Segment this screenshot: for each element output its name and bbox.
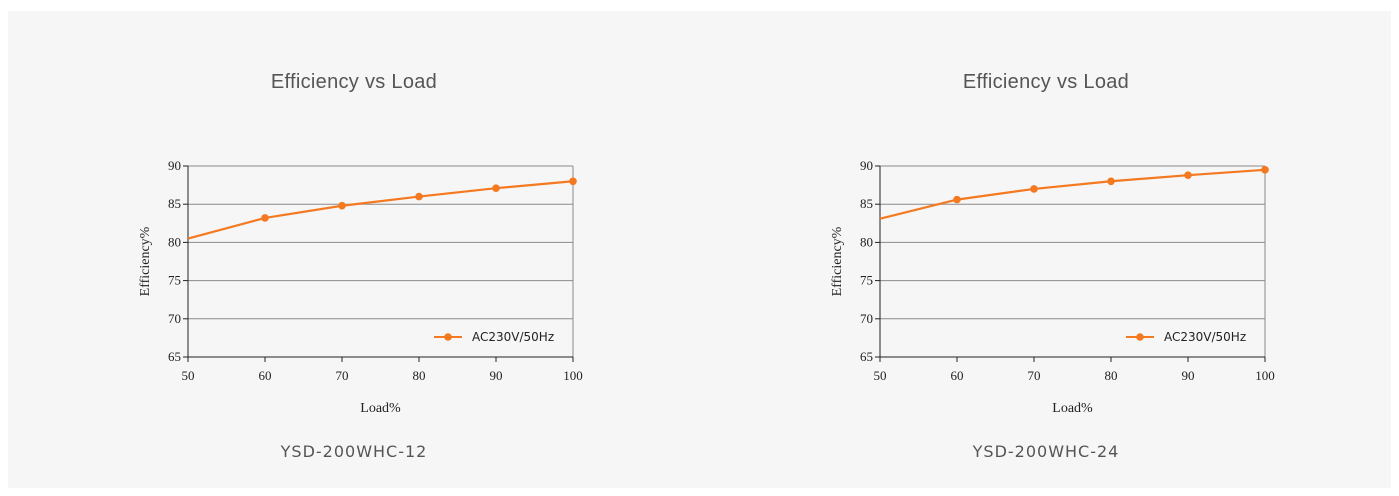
model-label: YSD-200WHC-24	[972, 442, 1120, 461]
y-tick-label: 80	[860, 234, 873, 249]
x-tick-label: 50	[874, 368, 887, 383]
y-tick-label: 70	[860, 311, 873, 326]
data-point	[1030, 185, 1038, 193]
chart-title: Efficiency vs Load	[962, 71, 1130, 93]
series-line	[187, 180, 574, 240]
efficiency-line-chart: 65 70 75 80 85 90 50 60 70 80 90 100 Load% Efficiency…	[138, 158, 583, 416]
x-tick-label: 100	[1255, 368, 1275, 383]
efficiency-line-chart: 65 70 75 80 85 90 50 60 70 80 90 100 Load% Efficiency…	[830, 158, 1275, 416]
chart-title: Efficiency vs Load	[270, 71, 438, 93]
data-point	[338, 201, 346, 210]
efficiency-chart-card-12: Efficiency vs Load 65 70 75 80 85 90 50 60 70 80 9…	[8, 11, 700, 488]
legend-marker	[444, 333, 452, 341]
x-tick-label: 80	[413, 368, 426, 383]
series-line	[879, 168, 1266, 220]
y-tick-label: 90	[168, 158, 181, 173]
x-tick-label: 100	[563, 368, 583, 383]
data-point	[953, 195, 961, 204]
y-tick-label: 80	[168, 234, 181, 249]
y-tick-label: 90	[860, 158, 873, 173]
x-tick-label: 60	[951, 368, 964, 383]
data-point	[1107, 177, 1115, 186]
data-point	[1261, 166, 1269, 174]
charts-panel: Efficiency vs Load 65 70 75 80 85 90 50 60 70 80 9…	[8, 11, 1391, 488]
x-axis-label: Load%	[1052, 401, 1093, 416]
x-tick-label: 60	[259, 368, 272, 383]
x-tick-label: 50	[182, 368, 195, 383]
y-axis-label: Efficiency%	[138, 226, 153, 296]
y-tick-label: 70	[168, 311, 181, 326]
model-label: YSD-200WHC-12	[280, 442, 428, 461]
legend-marker	[1136, 333, 1144, 341]
efficiency-chart-card-24: Efficiency vs Load 65 70 75 80 85 90 50 60 70 80 9…	[700, 11, 1392, 488]
data-point	[569, 177, 577, 186]
legend-label: AC230V/50Hz	[1164, 330, 1246, 344]
data-point	[261, 214, 269, 222]
y-axis-label: Efficiency%	[830, 226, 845, 296]
x-axis-label: Load%	[360, 401, 401, 416]
y-tick-label: 65	[860, 349, 873, 364]
y-tick-label: 85	[860, 196, 873, 211]
x-tick-label: 70	[1028, 368, 1041, 383]
y-tick-label: 75	[168, 273, 181, 288]
x-tick-label: 90	[490, 368, 503, 383]
legend-label: AC230V/50Hz	[472, 330, 554, 344]
data-point	[415, 192, 423, 201]
data-point	[1184, 171, 1192, 179]
y-tick-label: 65	[168, 349, 181, 364]
x-tick-label: 90	[1182, 368, 1195, 383]
x-tick-label: 70	[336, 368, 349, 383]
x-tick-label: 80	[1105, 368, 1118, 383]
data-point	[492, 184, 500, 192]
y-tick-label: 85	[168, 196, 181, 211]
y-tick-label: 75	[860, 273, 873, 288]
